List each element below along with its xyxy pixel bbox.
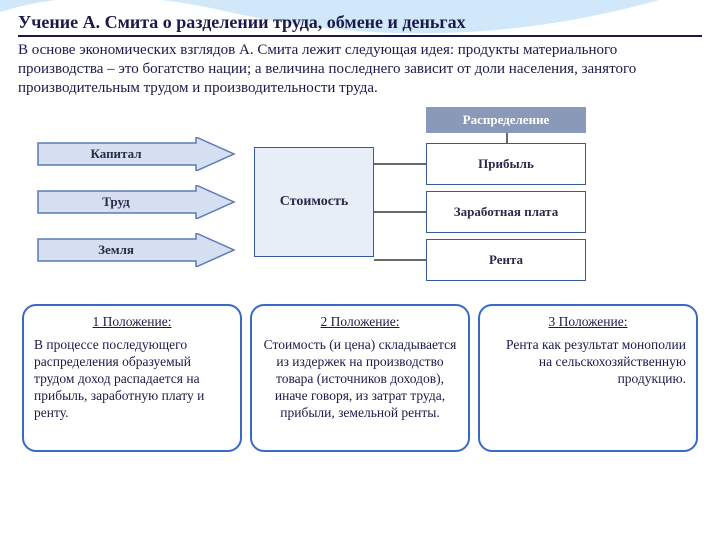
factor-label-labor: Труд xyxy=(102,194,130,209)
factor-label-land: Земля xyxy=(98,242,134,257)
position-box-1: 1 Положение: В процессе последующего рас… xyxy=(22,304,242,452)
position-title-3: 3 Положение: xyxy=(490,314,686,331)
center-box-value: Стоимость xyxy=(254,147,374,257)
factor-label-capital: Капитал xyxy=(90,146,141,161)
dist-box-profit: Прибыль xyxy=(426,143,586,185)
factor-arrow-land: Земля xyxy=(36,233,236,267)
factor-arrow-labor: Труд xyxy=(36,185,236,219)
diagram-area: Капитал Труд Земля Стоимость Распределен… xyxy=(18,107,702,292)
position-body-1: В процессе последующего распределения об… xyxy=(34,337,230,421)
position-title-2: 2 Положение: xyxy=(262,314,458,331)
position-body-2: Стоимость (и цена) складывается из издер… xyxy=(262,337,458,421)
position-box-3: 3 Положение: Рента как результат монопол… xyxy=(478,304,698,452)
position-body-3: Рента как результат монополии на сельско… xyxy=(490,337,686,388)
distribution-header: Распределение xyxy=(426,107,586,133)
connector-2 xyxy=(374,211,426,213)
connector-1 xyxy=(374,163,426,165)
position-box-2: 2 Положение: Стоимость (и цена) складыва… xyxy=(250,304,470,452)
positions-row: 1 Положение: В процессе последующего рас… xyxy=(18,304,702,452)
factor-arrow-capital: Капитал xyxy=(36,137,236,171)
position-title-1: 1 Положение: xyxy=(34,314,230,331)
dist-box-rent: Рента xyxy=(426,239,586,281)
page-title: Учение А. Смита о разделении труда, обме… xyxy=(18,12,702,37)
connector-hdr xyxy=(506,133,508,143)
intro-text: В основе экономических взглядов А. Смита… xyxy=(18,41,702,97)
connector-3 xyxy=(374,259,426,261)
dist-box-wage: Заработная плата xyxy=(426,191,586,233)
